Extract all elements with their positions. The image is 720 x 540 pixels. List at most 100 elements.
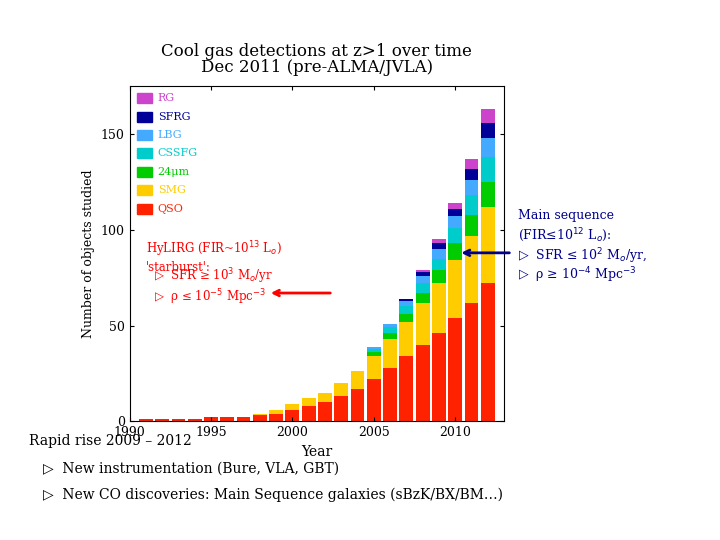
Bar <box>432 284 446 333</box>
Text: ▷  ρ ≤ 10$^{-5}$ Mpc$^{-3}$: ▷ ρ ≤ 10$^{-5}$ Mpc$^{-3}$ <box>154 287 266 307</box>
Text: SMG: SMG <box>158 185 186 195</box>
FancyBboxPatch shape <box>137 112 152 122</box>
Bar <box>220 417 234 421</box>
Bar <box>383 323 397 327</box>
Text: Dec 2011 (pre-ALMA/JVLA): Dec 2011 (pre-ALMA/JVLA) <box>201 59 433 76</box>
FancyBboxPatch shape <box>137 148 152 158</box>
Bar <box>432 239 446 244</box>
Bar <box>367 347 381 348</box>
FancyBboxPatch shape <box>137 185 152 195</box>
Text: SFRG: SFRG <box>158 112 190 122</box>
Text: LBG: LBG <box>158 130 182 140</box>
Text: (FIR≤10$^{12}$ L$_o$):: (FIR≤10$^{12}$ L$_o$): <box>518 226 612 244</box>
Bar <box>464 235 478 302</box>
Bar <box>171 419 185 421</box>
Bar <box>415 272 430 276</box>
Bar <box>400 306 413 314</box>
Bar <box>400 356 413 421</box>
Bar <box>464 195 478 214</box>
FancyBboxPatch shape <box>137 93 152 103</box>
Bar <box>400 299 413 301</box>
Text: RG: RG <box>158 93 175 103</box>
Bar <box>481 123 495 138</box>
Bar <box>464 180 478 195</box>
Bar <box>269 410 283 414</box>
Bar <box>383 339 397 368</box>
Text: Cool gas detections at z>1 over time: Cool gas detections at z>1 over time <box>161 43 472 60</box>
Bar <box>432 270 446 284</box>
Bar <box>449 228 462 244</box>
Bar <box>269 414 283 421</box>
Text: Main sequence: Main sequence <box>518 210 614 222</box>
X-axis label: Year: Year <box>301 444 333 458</box>
Text: CSSFG: CSSFG <box>158 148 198 158</box>
Text: ▷  New CO discoveries: Main Sequence galaxies (sBzK/BX/BM…): ▷ New CO discoveries: Main Sequence gala… <box>43 488 503 503</box>
Bar <box>415 302 430 345</box>
Bar <box>188 419 202 421</box>
Bar <box>400 301 413 306</box>
Bar <box>481 157 495 182</box>
Bar <box>464 159 478 168</box>
Bar <box>432 249 446 259</box>
Bar <box>415 270 430 272</box>
Bar <box>204 417 218 421</box>
Text: Rapid rise 2009 – 2012: Rapid rise 2009 – 2012 <box>29 435 192 449</box>
Text: QSO: QSO <box>158 204 184 214</box>
Bar <box>432 244 446 249</box>
FancyBboxPatch shape <box>137 130 152 140</box>
Bar <box>351 372 364 389</box>
Bar <box>481 207 495 284</box>
Bar <box>432 333 446 421</box>
Bar <box>285 410 300 421</box>
Bar <box>302 406 315 421</box>
Bar <box>415 293 430 302</box>
Bar <box>449 244 462 260</box>
Bar <box>481 138 495 157</box>
FancyBboxPatch shape <box>137 204 152 214</box>
Bar <box>237 417 251 421</box>
Bar <box>253 415 266 421</box>
Bar <box>464 168 478 180</box>
Bar <box>481 110 495 123</box>
Bar <box>253 414 266 415</box>
Bar <box>449 209 462 217</box>
Bar <box>464 302 478 421</box>
Bar <box>400 314 413 322</box>
Bar <box>139 419 153 421</box>
Bar <box>449 318 462 421</box>
Bar <box>464 214 478 235</box>
Bar <box>285 404 300 410</box>
Bar <box>383 327 397 333</box>
Bar <box>415 345 430 421</box>
Bar <box>351 389 364 421</box>
Text: ▷  ρ ≥ 10$^{-4}$ Mpc$^{-3}$: ▷ ρ ≥ 10$^{-4}$ Mpc$^{-3}$ <box>518 266 637 285</box>
Bar <box>415 284 430 293</box>
Bar <box>367 356 381 379</box>
Bar <box>383 368 397 421</box>
Bar <box>156 419 169 421</box>
Bar <box>481 182 495 207</box>
Bar <box>400 322 413 356</box>
Bar <box>481 284 495 421</box>
Bar <box>449 203 462 209</box>
Bar <box>334 383 348 396</box>
Bar <box>318 393 332 402</box>
Bar <box>302 398 315 406</box>
Y-axis label: Number of objects studied: Number of objects studied <box>82 170 95 338</box>
Bar <box>383 333 397 339</box>
Text: HyLIRG (FIR~10$^{13}$ L$_o$)
'starburst':: HyLIRG (FIR~10$^{13}$ L$_o$) 'starburst'… <box>146 239 282 274</box>
FancyBboxPatch shape <box>137 167 152 177</box>
Text: ▷  SFR ≤ 10$^2$ M$_o$/yr,: ▷ SFR ≤ 10$^2$ M$_o$/yr, <box>518 247 647 266</box>
Text: ▷  New instrumentation (Bure, VLA, GBT): ▷ New instrumentation (Bure, VLA, GBT) <box>43 462 339 476</box>
Bar <box>367 348 381 352</box>
Text: 24μm: 24μm <box>158 167 190 177</box>
Bar <box>449 260 462 318</box>
Bar <box>318 402 332 421</box>
Bar <box>334 396 348 421</box>
Bar <box>432 259 446 270</box>
Bar <box>415 276 430 284</box>
Text: ▷  SFR ≥ 10$^3$ M$_o$/yr: ▷ SFR ≥ 10$^3$ M$_o$/yr <box>154 266 273 286</box>
Bar <box>367 379 381 421</box>
Bar <box>367 352 381 356</box>
Bar <box>449 217 462 228</box>
